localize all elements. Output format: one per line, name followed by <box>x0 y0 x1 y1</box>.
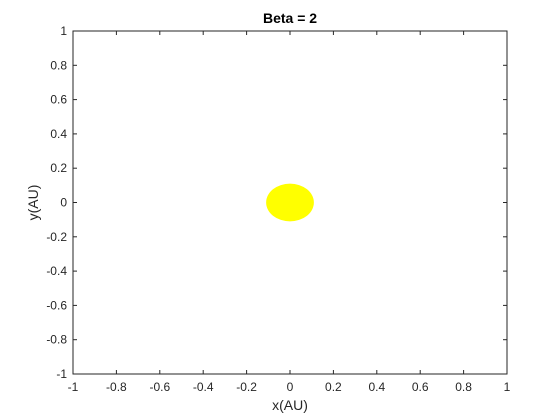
x-tick-label: -0.4 <box>193 380 214 394</box>
y-axis-label: y(AU) <box>25 185 41 221</box>
data-marks <box>266 183 314 222</box>
y-tick-label: -0.6 <box>46 298 67 312</box>
axis-ticks <box>72 30 508 375</box>
chart-title: Beta = 2 <box>263 10 317 26</box>
x-tick-label: 0 <box>287 380 294 394</box>
y-tick-label: 1 <box>60 24 67 38</box>
y-tick-label: -0.8 <box>46 333 67 347</box>
tick-labels: -1 -0.8 -0.6 -0.4 -0.2 0 0.2 0.4 0.6 0.8 1 -1 -0.8 -0… <box>46 24 510 394</box>
y-tick-label: 0.6 <box>50 93 67 107</box>
y-tick-label: -0.2 <box>46 230 67 244</box>
y-tick-label: 0.2 <box>50 161 67 175</box>
x-tick-label: 0.4 <box>368 380 385 394</box>
data-point-0 <box>266 183 314 222</box>
x-tick-label: -1 <box>68 380 79 394</box>
axes-box <box>72 30 508 375</box>
plot-area: -1 -0.8 -0.6 -0.4 -0.2 0 0.2 0.4 0.6 0.8 1 -1 -0.8 -0… <box>46 24 510 394</box>
x-tick-label: -0.8 <box>106 380 127 394</box>
y-tick-label: 0.4 <box>50 127 67 141</box>
y-tick-label: 0.8 <box>50 58 67 72</box>
x-axis-label: x(AU) <box>272 397 308 413</box>
y-tick-label: -1 <box>56 367 67 381</box>
x-tick-label: 0.6 <box>412 380 429 394</box>
x-tick-label: -0.6 <box>149 380 170 394</box>
x-tick-label: -0.2 <box>236 380 257 394</box>
x-tick-label: 0.8 <box>455 380 472 394</box>
y-tick-label: 0 <box>60 196 67 210</box>
x-tick-label: 1 <box>504 380 511 394</box>
x-tick-label: 0.2 <box>325 380 342 394</box>
y-tick-label: -0.4 <box>46 264 67 278</box>
